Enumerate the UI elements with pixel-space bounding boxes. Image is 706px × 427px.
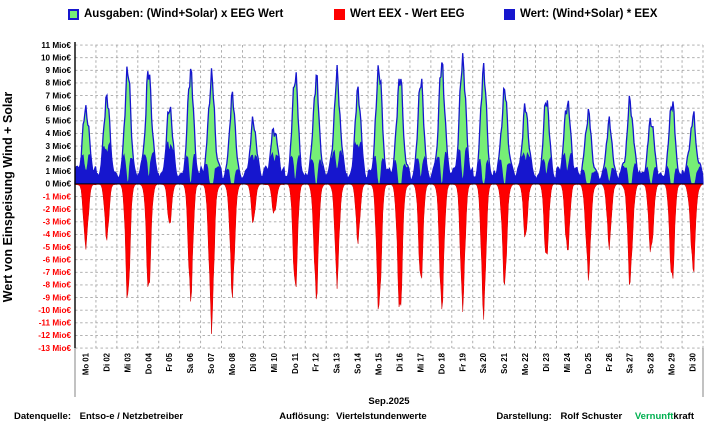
x-tick-label: Mo 22	[521, 352, 530, 375]
x-axis-title: Sep.2025	[368, 396, 410, 407]
x-tick-label: Mo 08	[228, 352, 237, 375]
x-tick-label: So 14	[354, 352, 363, 373]
y-tick-label: 3 Mio€	[46, 142, 72, 151]
y-tick-label: 8 Mio€	[46, 79, 72, 88]
y-tick-label: 10 Mio€	[41, 53, 71, 62]
y-tick-label: 0 Mio€	[46, 180, 72, 189]
legend-item-ausgaben: Ausgaben: (Wind+Solar) x EEG Wert	[68, 8, 283, 20]
x-tick-label: Di 16	[395, 352, 404, 371]
x-tick-label: Fr 05	[165, 352, 174, 371]
y-tick-label: -4 Mio€	[43, 230, 72, 239]
y-tick-label: 4 Mio€	[46, 129, 72, 138]
legend-swatch-blue-icon	[504, 8, 515, 20]
y-tick-label: 5 Mio€	[46, 117, 72, 126]
x-tick-label: Fr 12	[312, 352, 321, 371]
footer-resolution: Auflösung: Viertelstundenwerte	[0, 411, 706, 422]
x-tick-label: Do 25	[584, 352, 593, 374]
x-tick-label: Do 04	[144, 352, 153, 374]
footer-source-value: Entso-e / Netzbetreiber	[79, 411, 184, 422]
brand-kraft: kraft	[673, 411, 694, 422]
x-tick-label: So 28	[647, 352, 656, 373]
y-tick-label: 1 Mio€	[46, 167, 72, 176]
x-tick-label: Sa 20	[479, 352, 488, 373]
y-tick-label: -3 Mio€	[43, 218, 72, 227]
y-tick-label: 2 Mio€	[46, 154, 72, 163]
y-tick-label: -9 Mio€	[43, 293, 72, 302]
x-tick-label: Do 11	[291, 352, 300, 373]
y-tick-label: -6 Mio€	[43, 255, 72, 264]
x-tick-label: Mi 10	[270, 352, 279, 372]
x-tick-label: Di 02	[102, 352, 111, 371]
y-tick-label: -2 Mio€	[43, 205, 72, 214]
x-tick-label: Mi 24	[563, 352, 572, 372]
footer-credit: Darstellung: Rolf Schuster Vernunftkraft	[496, 411, 694, 422]
x-tick-label: Fr 19	[458, 352, 467, 371]
legend-label: Wert: (Wind+Solar) * EEX	[520, 8, 658, 20]
legend-item-eex-minus-eeg: Wert EEX - Wert EEG	[334, 8, 465, 20]
x-tick-label: So 21	[500, 352, 509, 373]
footer-source-label: Datenquelle:	[14, 411, 72, 422]
legend-label: Ausgaben: (Wind+Solar) x EEG Wert	[84, 8, 284, 20]
footer-source: Datenquelle: Entso-e / Netzbetreiber	[14, 411, 183, 422]
footer-credit-name: Rolf Schuster	[560, 411, 623, 422]
y-tick-label: 11 Mio€	[41, 41, 71, 50]
x-tick-label: Mi 03	[123, 352, 132, 372]
y-tick-label: 9 Mio€	[46, 66, 72, 75]
series-areas	[74, 53, 704, 334]
y-tick-label: -5 Mio€	[43, 243, 72, 252]
x-tick-label: Sa 27	[626, 353, 635, 373]
x-tick-label: Mo 01	[81, 352, 90, 375]
y-tick-label: -12 Mio€	[38, 331, 71, 340]
legend-label: Wert EEX - Wert EEG	[350, 8, 465, 20]
y-tick-label: -8 Mio€	[43, 281, 72, 290]
x-tick-label: So 07	[207, 353, 216, 374]
footer-resolution-value: Viertelstundenwerte	[336, 411, 427, 422]
x-tick-label: Sa 13	[333, 352, 342, 373]
footer-credit-label: Darstellung:	[496, 411, 552, 422]
y-tick-label: 7 Mio€	[46, 91, 72, 100]
y-tick-label: -10 Mio€	[38, 306, 71, 315]
axis-labels: 11 Mio€ 10 Mio€ 9 Mio€ 8 Mio€ 7 Mio€ 6 Mio€ 5 …	[38, 41, 697, 407]
x-tick-label: Do 18	[437, 352, 446, 374]
x-tick-label: Mo 15	[375, 352, 384, 375]
brand-vernunft: Vernunft	[634, 411, 674, 422]
y-tick-label: -13 Mio€	[38, 344, 71, 353]
y-tick-label: 6 Mio€	[46, 104, 72, 113]
series-wert-eex	[74, 141, 704, 186]
x-tick-label: Mi 17	[416, 353, 425, 373]
x-tick-label: Di 23	[542, 352, 551, 371]
y-tick-label: -7 Mio€	[43, 268, 72, 277]
y-tick-label: -11 Mio€	[39, 319, 72, 328]
legend-item-wert-eex: Wert: (Wind+Solar) * EEX	[504, 8, 657, 20]
x-tick-label: Sa 06	[186, 352, 195, 373]
legend-swatch-green-icon	[68, 8, 79, 20]
legend-swatch-red-icon	[334, 8, 345, 20]
x-tick-label: Di 30	[689, 352, 698, 371]
x-tick-label: Fr 26	[605, 352, 614, 371]
x-tick-label: Mo 29	[668, 352, 677, 375]
axes	[74, 42, 704, 397]
x-tick-label: Di 09	[249, 352, 258, 371]
y-tick-label: -1 Mio€	[43, 192, 72, 201]
footer-resolution-label: Auflösung:	[279, 411, 330, 422]
